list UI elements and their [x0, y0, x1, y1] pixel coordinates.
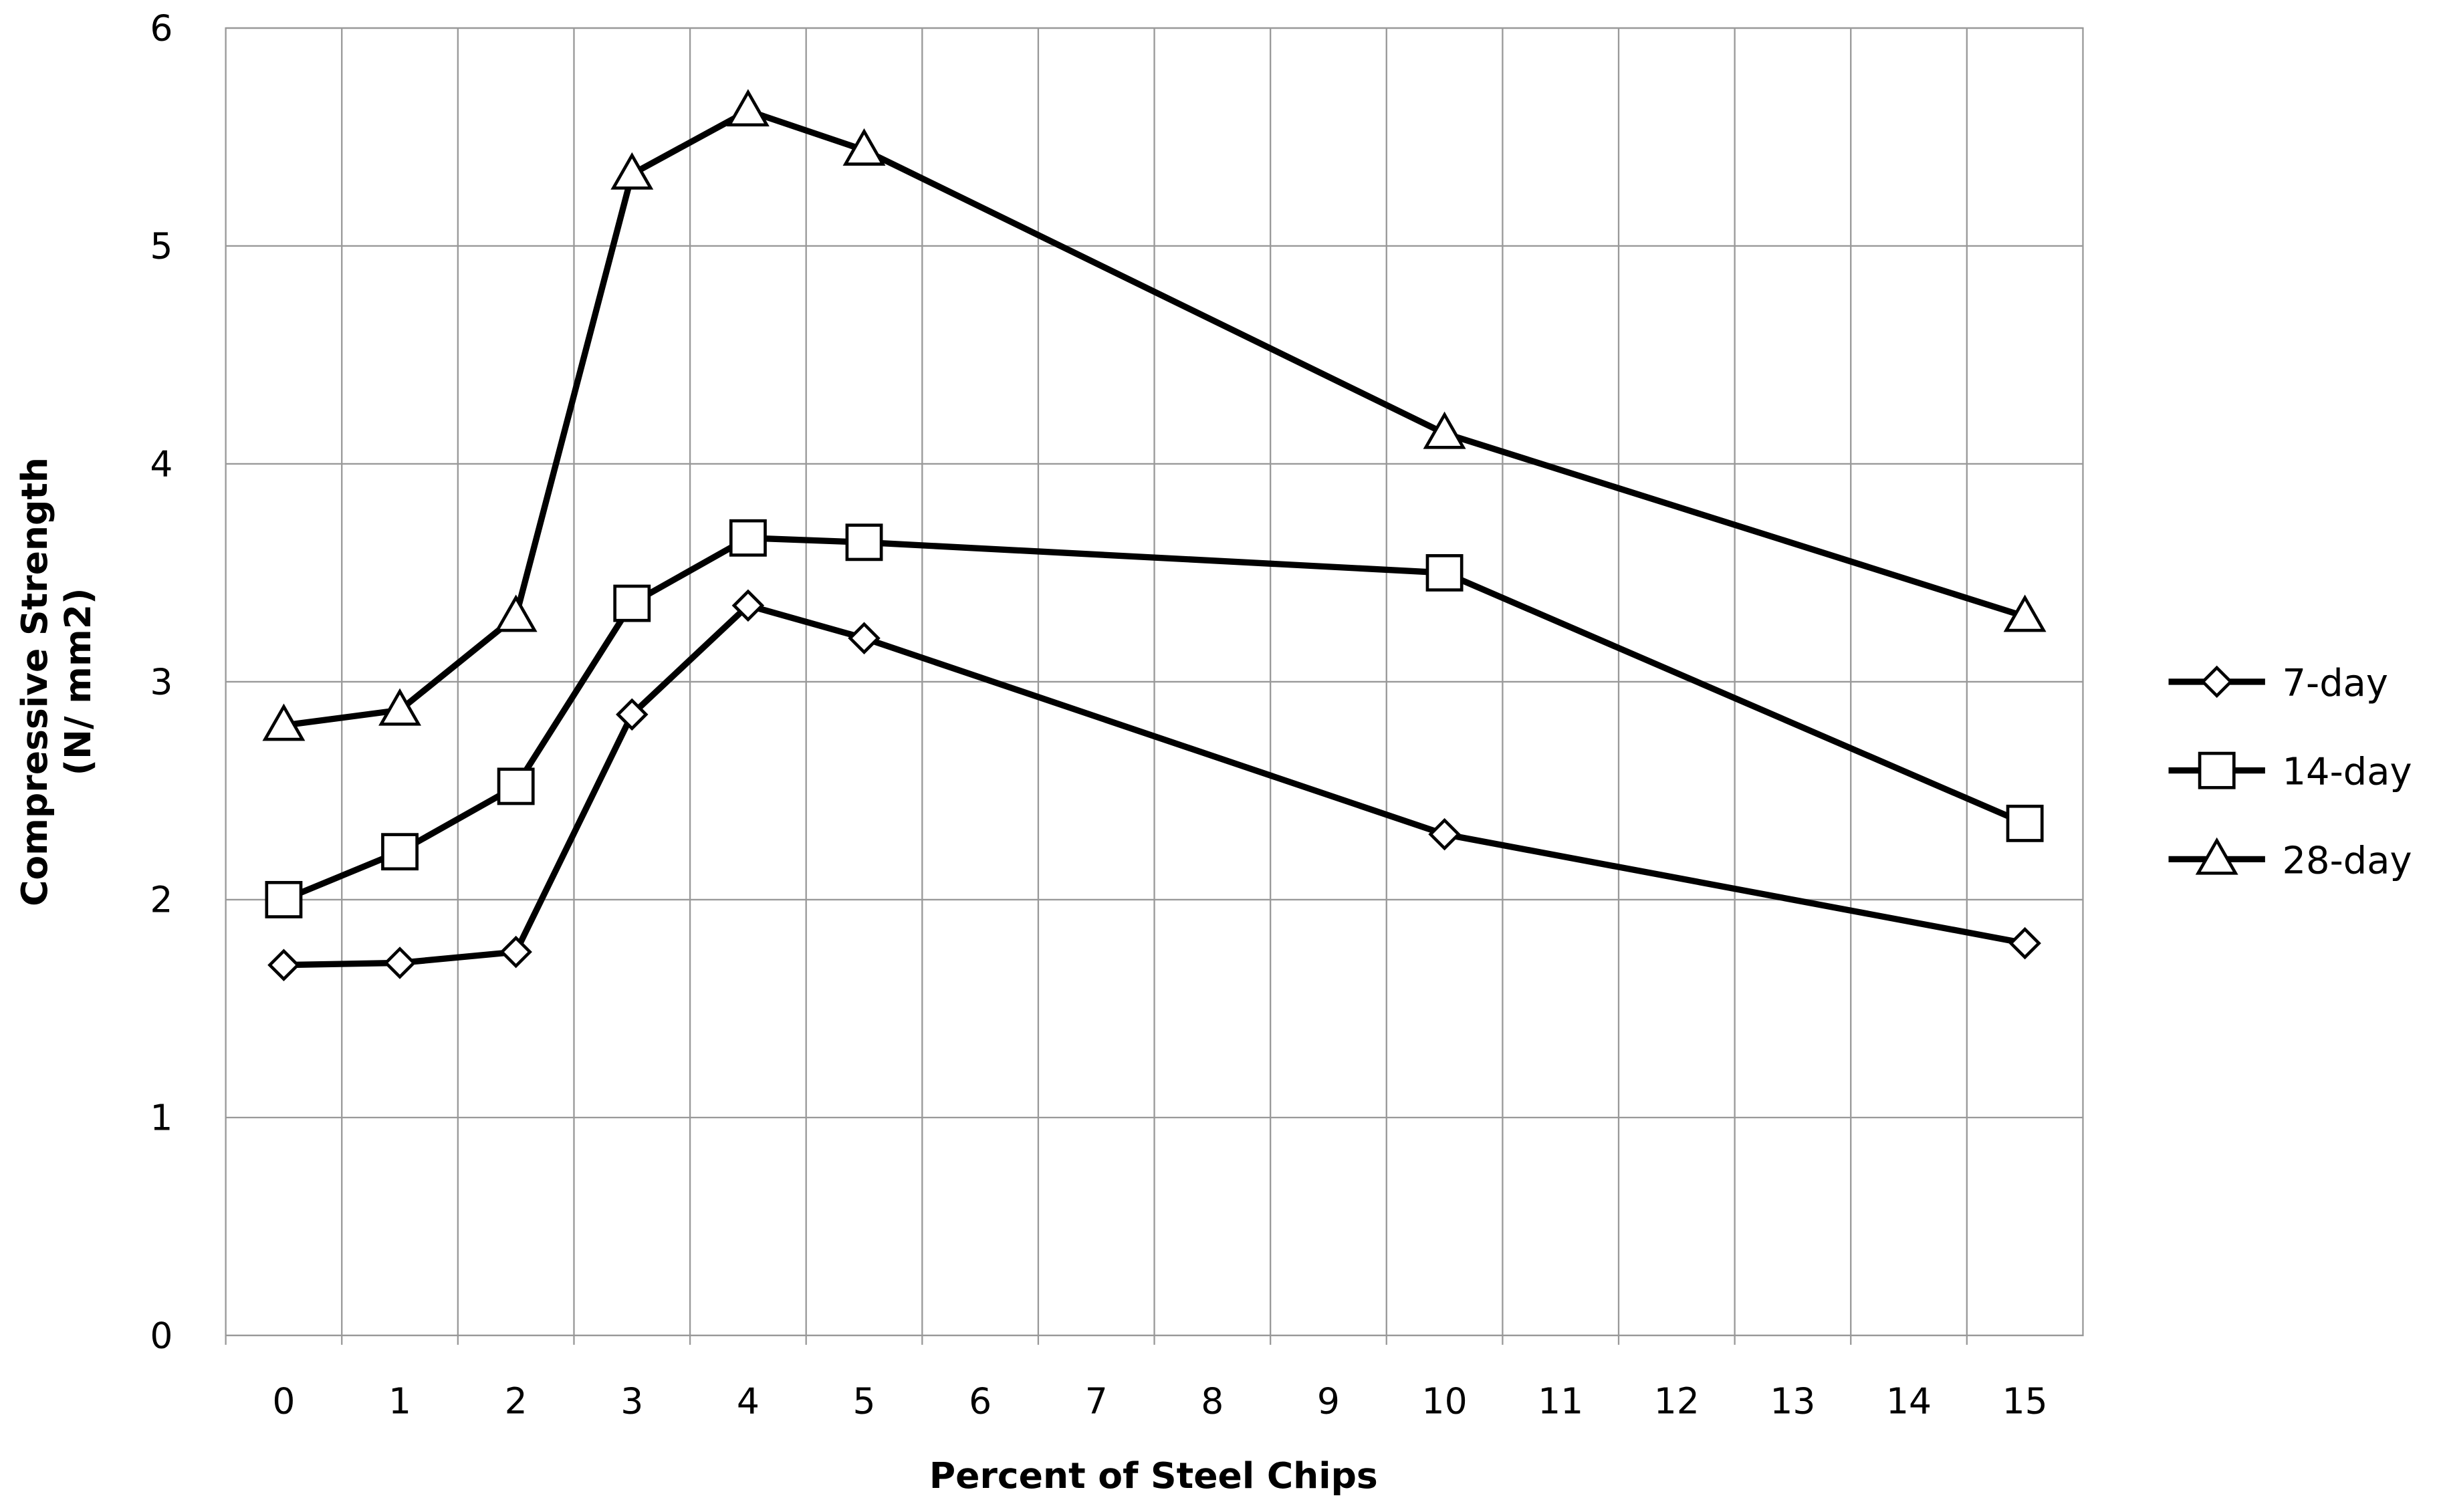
marker [729, 519, 767, 557]
y-tick-label: 0 [150, 1315, 172, 1357]
y-tick-label: 1 [150, 1097, 172, 1139]
marker [2008, 926, 2041, 960]
marker [378, 688, 421, 726]
y-axis-title: (N/ mm2) [57, 588, 99, 776]
marker [1428, 817, 1461, 851]
marker [726, 89, 770, 127]
marker [842, 128, 886, 166]
x-tick-label: 10 [1422, 1380, 1468, 1422]
series-line [283, 602, 2026, 969]
x-tick-label: 1 [388, 1380, 411, 1422]
marker [497, 767, 535, 805]
x-tick-label: 12 [1654, 1380, 1700, 1422]
marker [2200, 665, 2233, 699]
y-tick-label: 4 [150, 443, 172, 485]
legend-label: 7-day [2282, 662, 2388, 705]
x-tick-label: 3 [620, 1380, 643, 1422]
marker [731, 589, 765, 622]
x-tick-label: 4 [737, 1380, 760, 1422]
marker [2198, 751, 2236, 789]
y-axis-title: Compressive Strength [13, 457, 55, 906]
y-tick-label: 2 [150, 879, 172, 921]
x-tick-label: 13 [1770, 1380, 1815, 1422]
x-tick-label: 2 [505, 1380, 528, 1422]
marker [1425, 554, 1464, 592]
marker [2003, 594, 2047, 632]
x-tick-label: 14 [1886, 1380, 1932, 1422]
marker [1423, 411, 1466, 449]
marker [383, 947, 417, 979]
x-tick-label: 8 [1201, 1380, 1224, 1422]
marker [499, 935, 532, 969]
marker [494, 594, 538, 632]
marker [613, 584, 651, 622]
legend-label: 28-day [2282, 839, 2412, 882]
marker [265, 880, 303, 918]
x-tick-label: 6 [969, 1380, 992, 1422]
y-tick-label: 5 [150, 225, 172, 267]
series-line [282, 535, 2026, 903]
marker [267, 949, 300, 981]
y-tick-label: 3 [150, 661, 172, 703]
x-tick-label: 7 [1085, 1380, 1108, 1422]
x-tick-label: 15 [2002, 1380, 2048, 1422]
marker [845, 523, 883, 561]
marker [2006, 804, 2044, 842]
x-tick-label: 0 [272, 1380, 295, 1422]
x-tick-label: 11 [1538, 1380, 1583, 1422]
marker [381, 833, 419, 871]
y-tick-label: 6 [150, 7, 172, 49]
marker [2195, 837, 2238, 875]
x-tick-label: 5 [852, 1380, 875, 1422]
marker [610, 152, 654, 190]
series-line [283, 108, 2026, 729]
legend-label: 14-day [2282, 751, 2412, 794]
marker [262, 703, 306, 741]
marker [848, 622, 881, 654]
x-tick-label: 9 [1317, 1380, 1340, 1422]
x-axis-title: Percent of Steel Chips [929, 1455, 1378, 1497]
marker [616, 698, 649, 731]
